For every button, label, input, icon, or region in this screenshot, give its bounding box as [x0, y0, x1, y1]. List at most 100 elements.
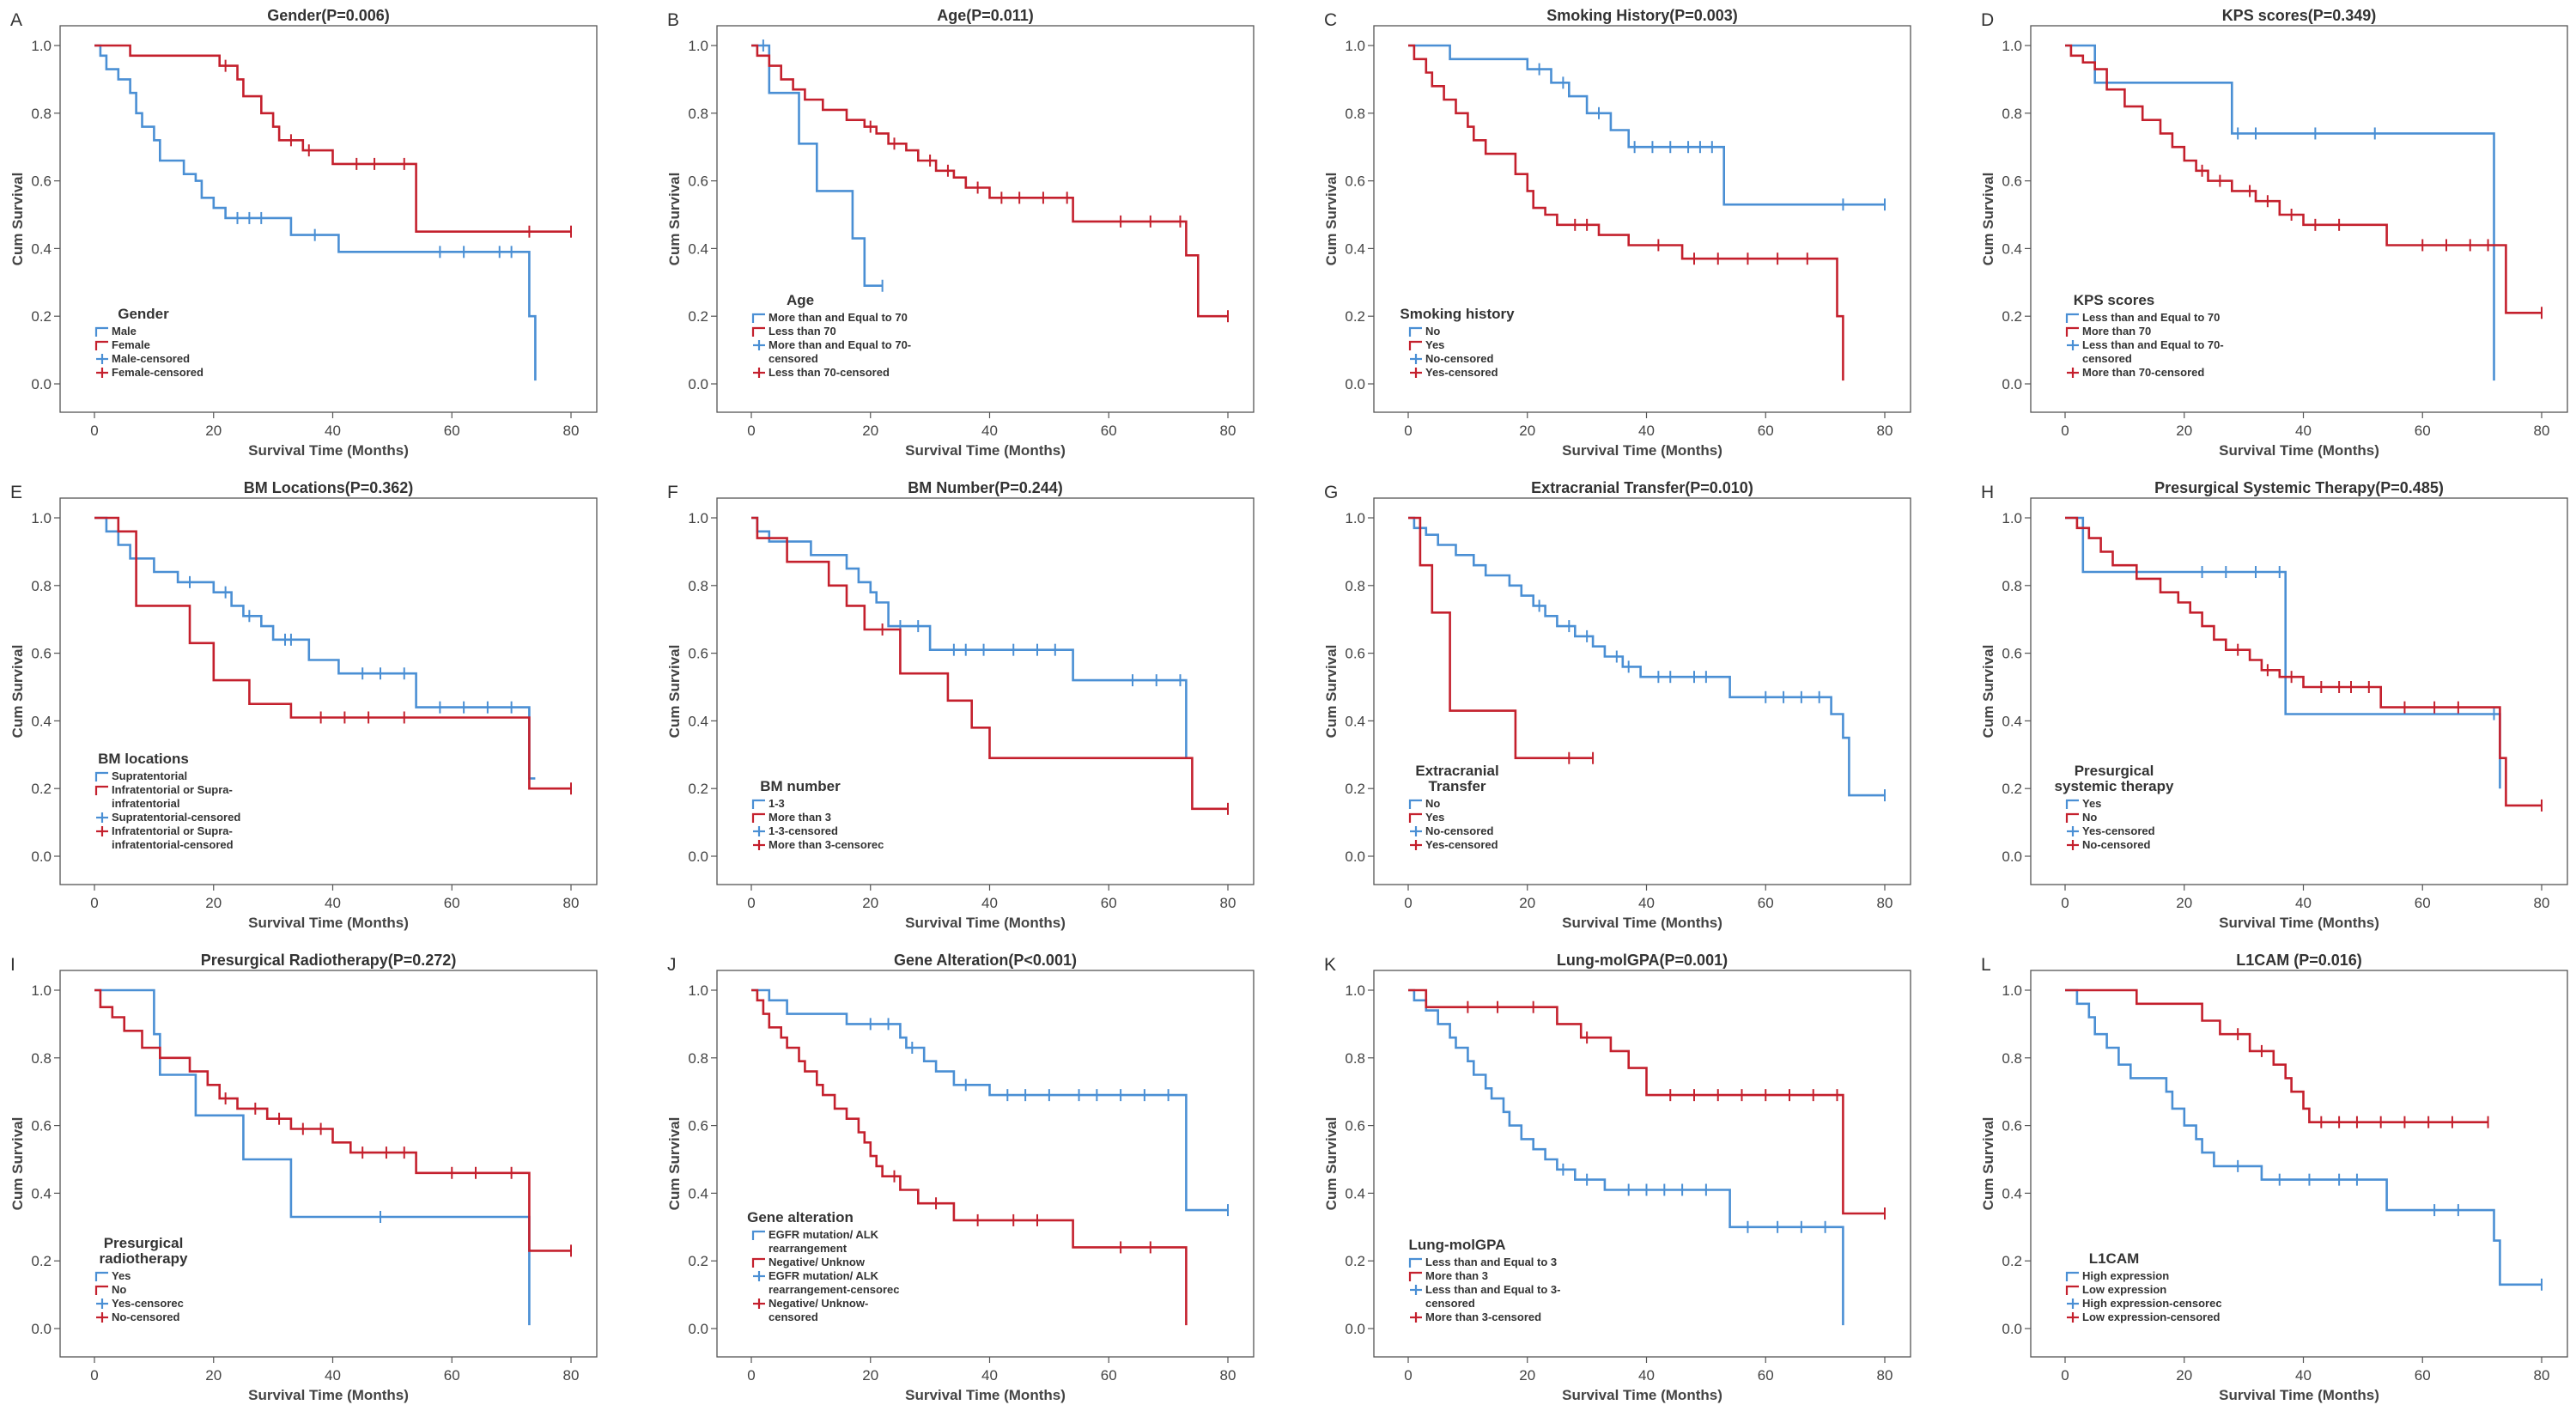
y-tick-label: 0.0: [31, 1321, 52, 1337]
y-axis-label: Cum Survival: [1323, 1117, 1340, 1211]
legend-item: More than and Equal to 70-: [769, 338, 911, 351]
x-axis-label: Survival Time (Months): [1562, 915, 1722, 931]
x-tick-label: 20: [205, 895, 222, 911]
legend-title: Gender: [118, 306, 169, 322]
km-curve-red: [94, 988, 571, 1252]
legend-swatch: [1408, 812, 1422, 823]
legend-item: No-censored: [2082, 838, 2151, 851]
km-curve-blue: [1408, 44, 1885, 206]
x-tick-label: 80: [563, 423, 580, 439]
y-tick-label: 0.0: [1345, 848, 1365, 865]
legend-item: Negative/ Unknow: [769, 1256, 866, 1268]
panel-label: E: [10, 483, 22, 502]
legend-swatch: [2065, 799, 2079, 809]
chart-title: Presurgical Radiotherapy(P=0.272): [201, 952, 457, 969]
y-axis-label: Cum Survival: [1980, 173, 1996, 266]
y-axis-label: Cum Survival: [666, 645, 683, 739]
y-tick-label: 0.6: [31, 1118, 52, 1134]
y-tick-label: 1.0: [2002, 982, 2022, 999]
legend-item: Supratentorial: [112, 769, 187, 782]
chart-title: Presurgical Systemic Therapy(P=0.485): [2154, 479, 2444, 496]
km-curve-red: [94, 516, 571, 790]
y-tick-label: 1.0: [31, 510, 52, 526]
legend-item: Yes-censored: [2082, 824, 2155, 837]
x-tick-label: 0: [747, 1367, 755, 1384]
legend-title: BM locations: [98, 751, 189, 767]
y-tick-label: 0.4: [2002, 1185, 2022, 1201]
legend-item: Less than and Equal to 3-: [1425, 1283, 1560, 1296]
y-axis-label: Cum Survival: [1323, 645, 1340, 739]
legend-item: infratentorial-censored: [112, 838, 234, 851]
y-tick-label: 0.4: [688, 713, 708, 729]
legend-item: No: [1425, 797, 1440, 810]
legend-swatch: [1408, 1257, 1422, 1268]
chart-title: BM Locations(P=0.362): [244, 479, 414, 496]
panel-label: H: [1981, 483, 1994, 502]
x-tick-label: 80: [1877, 895, 1893, 911]
km-curve-red: [2065, 516, 2542, 807]
y-tick-label: 1.0: [1345, 982, 1365, 999]
legend-item: Less than 70-censored: [769, 366, 890, 379]
legend-item: Less than and Equal to 70: [2082, 311, 2220, 324]
legend-swatch: [1408, 1271, 1422, 1281]
legend-item: censored: [769, 352, 818, 365]
y-tick-label: 0.2: [1345, 1253, 1365, 1269]
chart-title: KPS scores(P=0.349): [2222, 7, 2377, 24]
x-tick-label: 40: [1638, 895, 1655, 911]
y-tick-label: 0.0: [688, 1321, 708, 1337]
plot-frame: [59, 25, 598, 413]
x-tick-label: 20: [862, 895, 878, 911]
y-tick-label: 0.8: [31, 578, 52, 594]
x-tick-label: 20: [2176, 1367, 2192, 1384]
plot-frame: [2030, 970, 2568, 1358]
x-tick-label: 60: [444, 1367, 460, 1384]
legend-title: L1CAM: [2089, 1250, 2140, 1267]
y-tick-label: 0.0: [688, 376, 708, 392]
legend-item: Yes-censored: [1425, 366, 1498, 379]
y-tick-label: 0.6: [1345, 646, 1365, 662]
y-tick-label: 0.0: [2002, 848, 2022, 865]
panel-b: B Age(P=0.011) 0 20 40 60 80 0.0 0.2 0.4 0.6 0.8 1.0…: [666, 7, 1255, 459]
y-tick-label: 0.0: [688, 848, 708, 865]
y-axis-label: Cum Survival: [9, 645, 26, 739]
y-tick-label: 1.0: [2002, 510, 2022, 526]
y-axis-label: Cum Survival: [1980, 1117, 1996, 1211]
km-curve-blue: [94, 988, 531, 1326]
legend-title: Extracranial: [1415, 763, 1498, 779]
legend-item: Less than 70: [769, 325, 836, 338]
x-tick-label: 20: [1519, 423, 1535, 439]
plot-frame: [1373, 25, 1911, 413]
y-tick-label: 0.8: [31, 1050, 52, 1067]
y-tick-label: 0.4: [1345, 713, 1365, 729]
plot-frame: [59, 497, 598, 885]
legend-item: More than and Equal to 70: [769, 311, 908, 324]
legend-title: BM number: [760, 778, 841, 794]
km-curve-blue: [751, 516, 1188, 758]
y-tick-label: 0.6: [1345, 173, 1365, 190]
y-tick-label: 1.0: [2002, 38, 2022, 54]
km-curve-red: [2065, 988, 2488, 1123]
legend-item: More than 3-censorec: [769, 838, 884, 851]
x-tick-label: 80: [2534, 1367, 2550, 1384]
legend-item: More than 70-censored: [2082, 366, 2204, 379]
x-tick-label: 0: [1404, 895, 1412, 911]
legend-item: Male-censored: [112, 352, 190, 365]
legend-swatch: [94, 785, 108, 795]
km-curve-red: [1408, 988, 1885, 1215]
x-tick-label: 0: [2061, 423, 2069, 439]
km-curve-blue: [751, 44, 883, 287]
legend-item: EGFR mutation/ ALK: [769, 1228, 879, 1241]
y-tick-label: 0.8: [688, 578, 708, 594]
legend-item: Infratentorial or Supra-: [112, 824, 233, 837]
legend-title: Presurgical: [104, 1235, 184, 1251]
x-tick-label: 20: [2176, 895, 2192, 911]
legend-item: No-censored: [1425, 824, 1494, 837]
x-tick-label: 20: [1519, 1367, 1535, 1384]
km-curve-red: [94, 44, 571, 233]
plot-frame: [2030, 25, 2568, 413]
legend-item: No: [112, 1283, 126, 1296]
legend-item: No: [2082, 811, 2097, 824]
legend-swatch: [2065, 812, 2079, 823]
y-tick-label: 0.8: [1345, 578, 1365, 594]
plot-frame: [716, 970, 1255, 1358]
